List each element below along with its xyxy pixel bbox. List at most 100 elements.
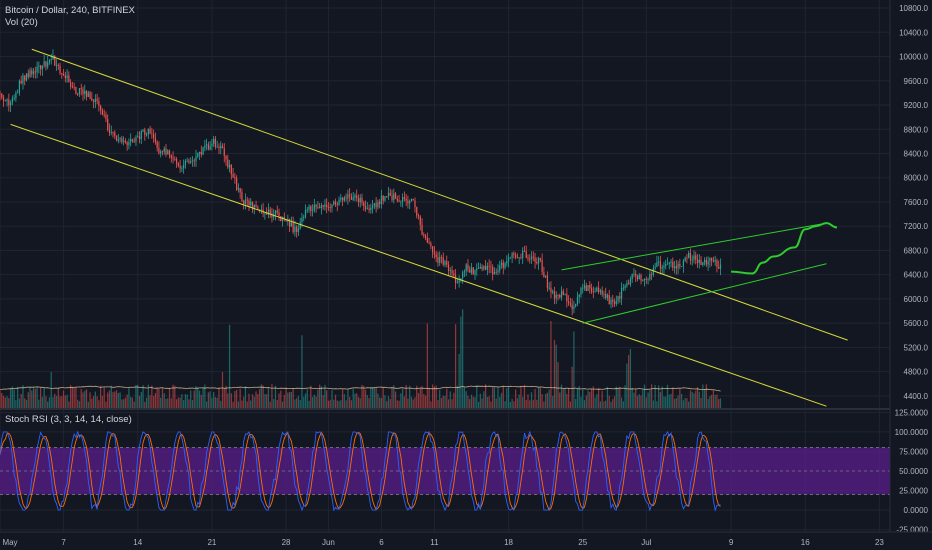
volume-bar <box>327 400 330 408</box>
trendline-drawings[interactable] <box>10 48 848 407</box>
candle-body <box>458 280 460 283</box>
candle-body <box>255 205 257 208</box>
candle-body <box>583 285 586 288</box>
candle-body <box>31 70 33 75</box>
volume-bar <box>686 398 688 408</box>
volume-bar <box>539 387 541 408</box>
volume-bar <box>257 393 259 408</box>
candle-body <box>582 287 584 289</box>
volume-bar <box>345 400 347 408</box>
volume-bar <box>221 371 224 408</box>
candle-body <box>274 210 277 215</box>
volume-bar <box>114 391 116 408</box>
time-axis[interactable] <box>0 532 932 550</box>
candle-body <box>620 287 623 299</box>
candle-body <box>184 161 187 165</box>
candle-body <box>569 303 571 305</box>
candle-body <box>36 66 38 73</box>
candle-body <box>112 132 114 133</box>
volume-bar <box>108 390 111 408</box>
volume-bar <box>130 396 132 408</box>
volume-bar <box>39 387 42 408</box>
volume-bar <box>31 390 33 408</box>
stoch-tick-label: 125.0000 <box>895 408 929 417</box>
volume-bar <box>472 396 474 408</box>
volume-bar <box>522 396 524 408</box>
candle-body <box>135 137 137 142</box>
volume-bar <box>557 362 559 408</box>
projection-path[interactable] <box>731 222 838 275</box>
volume-bar <box>479 393 481 408</box>
candle-body <box>559 294 561 298</box>
candle-body <box>85 91 88 97</box>
candle-body <box>428 242 430 244</box>
ascending-channel-lower-line[interactable] <box>582 263 827 324</box>
candle-body <box>59 65 61 74</box>
candle-body <box>417 215 420 217</box>
volume-bar <box>200 395 202 408</box>
candle-body <box>38 65 40 67</box>
volume-bar <box>186 394 188 408</box>
descending-channel-lower-line[interactable] <box>10 123 827 407</box>
candle-body <box>599 290 602 293</box>
candle-body <box>9 102 12 106</box>
price-tick-label: 10000.0 <box>899 53 928 62</box>
volume-bar <box>659 391 662 408</box>
volume-bar <box>486 396 488 408</box>
ascending-channel-upper-line[interactable] <box>561 222 827 271</box>
volume-bar <box>474 397 476 408</box>
volume-legend[interactable]: Vol (20) <box>5 17 38 28</box>
volume-bar <box>553 340 556 408</box>
candle-body <box>575 304 577 307</box>
volume-bar <box>340 400 342 408</box>
candle-body <box>675 266 677 269</box>
candle-body <box>350 196 353 200</box>
stoch-rsi-legend[interactable]: Stoch RSI (3, 3, 14, 14, close) <box>5 414 132 425</box>
candle-body <box>220 146 222 149</box>
volume-bar <box>518 394 520 408</box>
candle-body <box>571 304 573 310</box>
volume-bar <box>331 389 333 408</box>
candle-body <box>665 264 667 266</box>
volume-bar <box>288 391 291 408</box>
candle-body <box>223 148 225 156</box>
volume-bar <box>523 384 526 408</box>
volume-bar <box>48 397 51 408</box>
volume-bar <box>507 386 510 408</box>
candle-body <box>525 251 527 258</box>
volume-bar <box>437 400 439 408</box>
candle-body <box>20 80 22 84</box>
volume-bar <box>133 401 135 408</box>
candle-body <box>218 146 220 149</box>
candle-body <box>465 264 467 272</box>
volume-bar <box>68 401 70 408</box>
candle-body <box>370 207 372 210</box>
candle-body <box>299 222 301 229</box>
volume-bar <box>326 390 328 408</box>
volume-bar <box>703 388 706 408</box>
volume-bar <box>402 388 404 408</box>
volume-bar <box>405 385 407 408</box>
candle-body <box>285 219 287 222</box>
candle-body <box>628 283 630 285</box>
price-axis[interactable] <box>890 0 932 550</box>
candle-body <box>172 157 174 159</box>
candle-body <box>446 261 448 265</box>
volume-bar <box>626 363 628 408</box>
candle-body <box>15 92 17 99</box>
symbol-legend[interactable]: Bitcoin / Dollar, 240, BITFINEX <box>5 5 135 16</box>
volume-bar <box>592 386 594 408</box>
candle-body <box>94 98 96 102</box>
candle-body <box>121 138 123 143</box>
volume-bar <box>698 391 700 408</box>
volume-bar <box>220 400 222 408</box>
volume-bar <box>649 390 651 408</box>
volume-bar <box>211 397 213 408</box>
volume-bar <box>525 400 527 408</box>
volume-bar <box>396 400 398 408</box>
candle-body <box>695 255 697 260</box>
volume-bar <box>250 400 252 408</box>
candle-body <box>313 204 315 211</box>
